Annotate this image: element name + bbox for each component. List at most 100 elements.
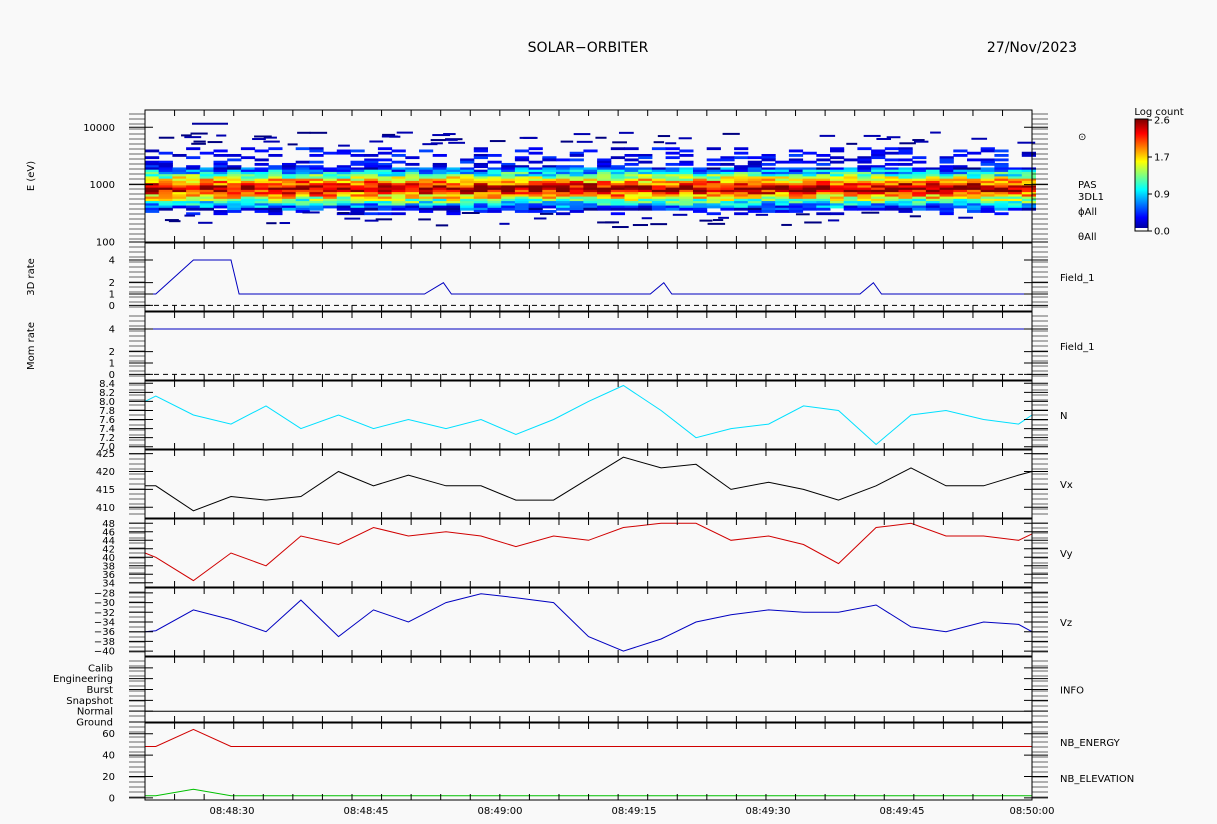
heatmap-cell bbox=[747, 167, 762, 171]
heatmap-cell bbox=[487, 180, 502, 184]
heatmap-cell bbox=[227, 196, 242, 200]
heatmap-cell bbox=[775, 167, 790, 171]
heatmap-cell bbox=[446, 203, 461, 207]
heatmap-cell bbox=[350, 183, 365, 186]
heatmap-cell bbox=[912, 171, 927, 175]
colorbar-step bbox=[1135, 130, 1148, 132]
heatmap-cell bbox=[734, 189, 749, 193]
colorbar-step bbox=[1135, 214, 1148, 216]
heatmap-cell bbox=[309, 203, 324, 207]
heatmap-cell bbox=[788, 205, 804, 209]
heatmap-cell bbox=[610, 207, 625, 211]
heatmap-cell bbox=[419, 185, 434, 189]
heatmap-cell bbox=[583, 171, 598, 175]
heatmap-cell bbox=[967, 180, 982, 184]
heatmap-cell bbox=[618, 131, 634, 134]
heatmap-cell bbox=[323, 151, 338, 155]
heatmap-cell bbox=[788, 196, 804, 200]
heatmap-cell bbox=[665, 196, 680, 200]
heatmap-cell bbox=[610, 196, 625, 200]
heatmap-cell bbox=[542, 192, 557, 195]
heatmap-cell bbox=[734, 174, 749, 178]
heatmap-cell bbox=[761, 180, 776, 184]
heatmap-cell bbox=[624, 192, 639, 195]
heatmap-cell bbox=[213, 160, 228, 164]
heatmap-cell bbox=[336, 169, 351, 173]
panel-vz: Vz−40−38−36−34−32−30−28 bbox=[94, 587, 1072, 658]
heatmap-cell bbox=[336, 192, 351, 195]
heatmap-cell bbox=[282, 176, 297, 180]
heatmap-cell bbox=[443, 133, 456, 136]
heatmap-cell bbox=[172, 178, 187, 182]
heatmap-cell bbox=[279, 222, 291, 225]
heatmap-cell bbox=[487, 198, 502, 202]
heatmap-cell bbox=[199, 178, 214, 182]
heatmap-cell bbox=[939, 165, 954, 169]
heatmap-cell bbox=[624, 203, 639, 207]
time-tick-label: 08:49:00 bbox=[478, 806, 523, 817]
heatmap-cell bbox=[461, 211, 480, 214]
heatmap-cell bbox=[720, 180, 735, 184]
heatmap-cell bbox=[528, 207, 543, 211]
heatmap-cell bbox=[994, 178, 1009, 182]
y-tick-label: 7.0 bbox=[99, 442, 115, 453]
heatmap-cell bbox=[336, 185, 351, 189]
heatmap-cell bbox=[295, 189, 310, 193]
series-vy bbox=[144, 522, 1033, 582]
heatmap-cell bbox=[706, 187, 721, 191]
heatmap-cell bbox=[199, 180, 214, 184]
heatmap-cell bbox=[583, 174, 598, 178]
heatmap-cell bbox=[158, 203, 173, 207]
heatmap-cell bbox=[651, 187, 667, 191]
heatmap-cell bbox=[207, 141, 223, 144]
heatmap-cell bbox=[542, 203, 557, 207]
heatmap-cell bbox=[199, 183, 214, 186]
plot-title: SOLAR−ORBITER bbox=[528, 40, 649, 56]
heatmap-cell bbox=[405, 183, 420, 186]
heatmap-cell bbox=[610, 183, 625, 186]
heatmap-cell bbox=[925, 174, 941, 178]
colorbar-step bbox=[1135, 212, 1148, 214]
heatmap-cell bbox=[213, 171, 228, 175]
y-tick-label: 34 bbox=[102, 578, 115, 589]
heatmap-cell bbox=[830, 212, 845, 216]
heatmap-cell bbox=[501, 192, 516, 195]
heatmap-cell bbox=[693, 210, 708, 213]
heatmap-cell bbox=[145, 194, 160, 198]
heatmap-cell bbox=[802, 205, 817, 209]
heatmap-cell bbox=[213, 189, 228, 193]
heatmap-cell bbox=[994, 207, 1009, 211]
heatmap-cell bbox=[446, 169, 461, 173]
heatmap-cell bbox=[898, 167, 913, 171]
heatmap-cell bbox=[391, 192, 406, 195]
heatmap-cell bbox=[994, 174, 1009, 178]
heatmap-cell bbox=[569, 189, 584, 193]
heatmap-cell bbox=[377, 203, 393, 207]
heatmap-cell bbox=[641, 217, 653, 220]
heatmap-cell bbox=[912, 156, 927, 160]
heatmap-cell bbox=[638, 174, 653, 178]
heatmap-cell bbox=[761, 176, 776, 180]
heatmap-cell bbox=[254, 196, 269, 200]
heatmap-cell bbox=[651, 194, 667, 198]
heatmap-cell bbox=[419, 189, 434, 193]
heatmap-cell bbox=[199, 203, 214, 207]
series-vx bbox=[145, 456, 1033, 512]
heatmap-cell bbox=[939, 207, 954, 211]
heatmap-cell bbox=[802, 196, 817, 200]
colorbar-step bbox=[1135, 121, 1148, 123]
heatmap-cell bbox=[610, 203, 625, 207]
heatmap-cell bbox=[391, 176, 406, 180]
legend-field_1: Field_1 bbox=[1060, 273, 1094, 284]
heatmap-cell bbox=[282, 183, 297, 186]
heatmap-cell bbox=[980, 203, 995, 207]
heatmap-cell bbox=[268, 178, 283, 182]
colorbar-step bbox=[1135, 182, 1148, 184]
heatmap-cell bbox=[747, 180, 762, 184]
heatmap-cell bbox=[199, 151, 214, 155]
heatmap-cell bbox=[268, 169, 283, 173]
heatmap-cell bbox=[720, 185, 735, 189]
heatmap-cell bbox=[693, 189, 708, 193]
heatmap-cell bbox=[1008, 207, 1023, 211]
heatmap-cell bbox=[679, 196, 694, 200]
